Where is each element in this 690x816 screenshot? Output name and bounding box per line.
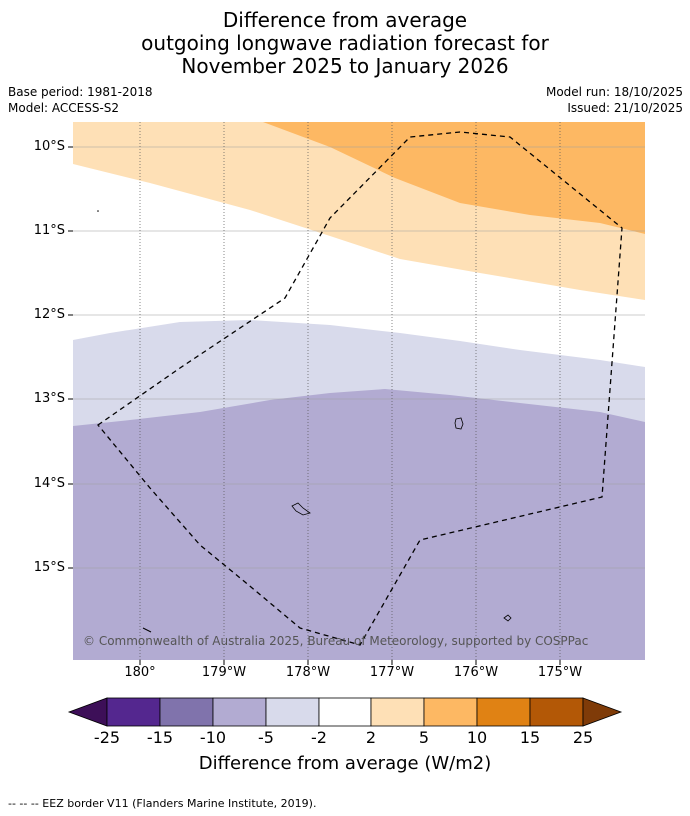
colorbar-segment [212,697,267,727]
colorbar-segment [529,697,584,727]
colorbar-segment [106,697,161,727]
colorbar-label: 25 [572,728,594,747]
model-name: Model: ACCESS-S2 [8,101,120,115]
colorbar-segment [265,697,320,727]
colorbar-segment [159,697,214,727]
title-line-2: outgoing longwave radiation forecast for [141,31,549,55]
issued-date: Issued: 21/10/2025 [567,101,683,115]
colorbar-label: 10 [466,728,488,747]
island-3 [503,614,512,622]
lon-label: 180° [124,665,156,680]
colorbar-title: Difference from average (W/m2) [198,753,492,774]
model-run: Model run: 18/10/2025 [545,85,683,99]
anomaly-band-5-to-10 [263,122,645,234]
lat-label: 14°S [33,476,65,491]
forecast-map: © Commonwealth of Australia 2025, Bureau… [68,122,645,665]
island-5 [97,210,99,212]
copyright-text: © Commonwealth of Australia 2025, Bureau… [83,634,588,648]
colorbar-segment [476,697,531,727]
lat-label: 12°S [33,307,65,322]
title-line-3: November 2025 to January 2026 [181,54,509,78]
island-4 [142,627,152,633]
colorbar-label: -10 [199,728,227,747]
colorbar-label: 15 [519,728,541,747]
colorbar-label: 2 [365,728,377,747]
lat-label: 11°S [33,223,65,238]
lat-label: 10°S [33,139,65,154]
colorbar-segment [423,697,478,727]
island-2 [291,502,311,516]
colorbar-segment [318,697,372,727]
lon-label: 177°W [369,665,415,680]
eez-border [97,131,623,646]
lat-label: 13°S [33,391,65,406]
colorbar-extend-low [67,697,108,727]
lon-label: 176°W [453,665,499,680]
lat-label: 15°S [33,560,65,575]
colorbar-label: -15 [146,728,174,747]
colorbar-label: 5 [418,728,430,747]
colorbar-extend-high [582,697,623,727]
latitude-gridlines [73,146,645,569]
lon-label: 179°W [201,665,247,680]
colorbar [67,697,623,727]
colorbar-segment [370,697,425,727]
lon-label: 178°W [285,665,331,680]
colorbar-label: -2 [311,728,327,747]
title-line-1: Difference from average [222,8,468,32]
base-period: Base period: 1981-2018 [8,85,153,99]
colorbar-label: -5 [258,728,274,747]
anomaly-band-neg5-to-neg10 [73,389,645,660]
eez-footnote: -- -- -- EEZ border V11 (Flanders Marine… [8,797,317,810]
colorbar-label: -25 [93,728,121,747]
axis-ticks [68,146,561,665]
lon-label: 175°W [537,665,583,680]
island-1 [454,417,464,430]
